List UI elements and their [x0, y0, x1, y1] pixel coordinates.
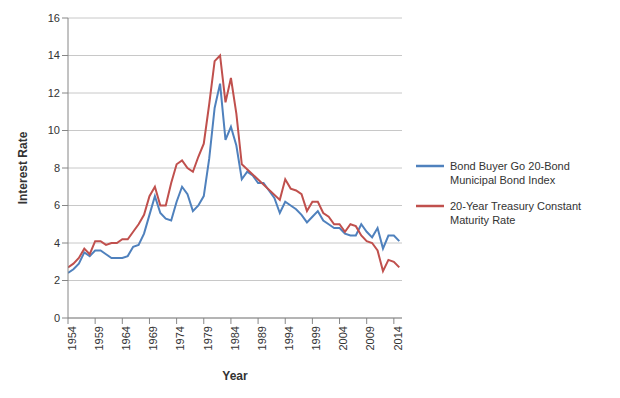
svg-text:1994: 1994 [283, 326, 295, 350]
svg-text:6: 6 [54, 199, 60, 211]
svg-text:2009: 2009 [365, 326, 377, 350]
svg-text:1979: 1979 [202, 326, 214, 350]
svg-text:1964: 1964 [120, 326, 132, 350]
svg-text:1989: 1989 [256, 326, 268, 350]
svg-text:2014: 2014 [392, 326, 404, 350]
html-text:Bond Buyer Go 20-Bond Municipa: Bond Buyer Go 20-Bond Municipal Bond Ind… [450, 160, 570, 186]
svg-text:1969: 1969 [147, 326, 159, 350]
svg-text:1954: 1954 [66, 326, 78, 350]
svg-text:1984: 1984 [229, 326, 241, 350]
svg-text:1959: 1959 [93, 326, 105, 350]
svg-text:16: 16 [48, 12, 60, 24]
svg-text:1974: 1974 [174, 326, 186, 350]
svg-text:14: 14 [48, 49, 60, 61]
svg-text:Year: Year [222, 369, 248, 383]
svg-text:4: 4 [54, 237, 60, 249]
svg-text:2: 2 [54, 274, 60, 286]
svg-text:2004: 2004 [337, 326, 349, 350]
svg-text:1999: 1999 [310, 326, 322, 350]
svg-text:10: 10 [48, 124, 60, 136]
svg-text:0: 0 [54, 312, 60, 324]
svg-text:8: 8 [54, 162, 60, 174]
svg-text:Interest Rate: Interest Rate [16, 131, 30, 204]
html-text:20-Year Treasury Constant Matu: 20-Year Treasury Constant Maturity Rate [450, 200, 582, 226]
svg-text:12: 12 [48, 87, 60, 99]
